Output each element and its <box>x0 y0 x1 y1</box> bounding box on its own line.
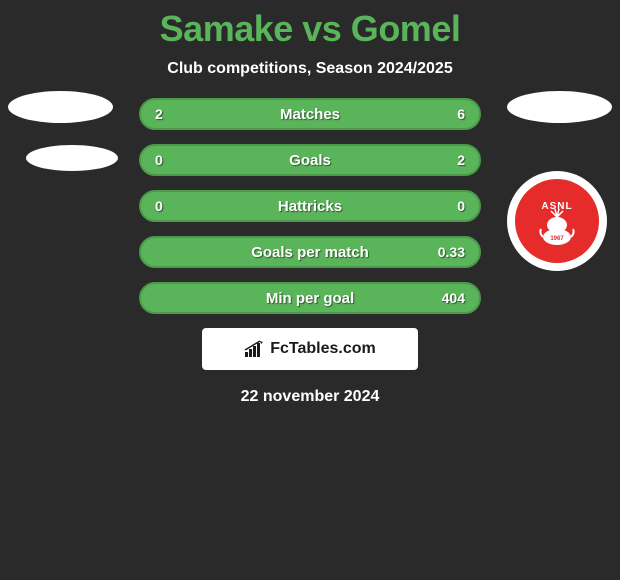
stat-row-min-per-goal: Min per goal 404 <box>139 282 481 314</box>
club-logo-inner: ASNL 1967 <box>515 179 599 263</box>
stat-right-value: 0.33 <box>438 244 465 260</box>
date-label: 22 november 2024 <box>0 388 620 406</box>
stat-right-value: 6 <box>457 106 465 122</box>
brand-text: FcTables.com <box>270 340 376 358</box>
stat-row-matches: 2 Matches 6 <box>139 98 481 130</box>
stat-label: Goals per match <box>141 244 479 261</box>
stat-label: Goals <box>141 152 479 169</box>
subtitle: Club competitions, Season 2024/2025 <box>0 60 620 78</box>
thistle-icon: 1967 <box>535 207 579 251</box>
stat-right-value: 2 <box>457 152 465 168</box>
avatar-placeholder-shape <box>507 91 612 123</box>
right-player-avatar: ASNL 1967 <box>507 91 612 271</box>
avatar-placeholder-shape <box>8 91 113 123</box>
brand-badge[interactable]: FcTables.com <box>202 328 418 370</box>
left-player-avatar <box>8 91 118 171</box>
stat-label: Matches <box>141 106 479 123</box>
avatar-placeholder-shape <box>26 145 118 171</box>
bar-chart-icon <box>244 340 266 358</box>
page-title: Samake vs Gomel <box>0 0 620 50</box>
stat-right-value: 0 <box>457 198 465 214</box>
stat-row-goals: 0 Goals 2 <box>139 144 481 176</box>
svg-text:1967: 1967 <box>550 236 564 242</box>
stat-row-hattricks: 0 Hattricks 0 <box>139 190 481 222</box>
stat-label: Hattricks <box>141 198 479 215</box>
stat-label: Min per goal <box>141 290 479 307</box>
stat-left-value: 2 <box>155 106 163 122</box>
stat-right-value: 404 <box>442 290 465 306</box>
stat-left-value: 0 <box>155 152 163 168</box>
stat-left-value: 0 <box>155 198 163 214</box>
stats-container: ASNL 1967 2 Matches 6 0 Goals 2 0 Hattri… <box>0 98 620 314</box>
club-logo: ASNL 1967 <box>507 171 607 271</box>
stat-row-goals-per-match: Goals per match 0.33 <box>139 236 481 268</box>
